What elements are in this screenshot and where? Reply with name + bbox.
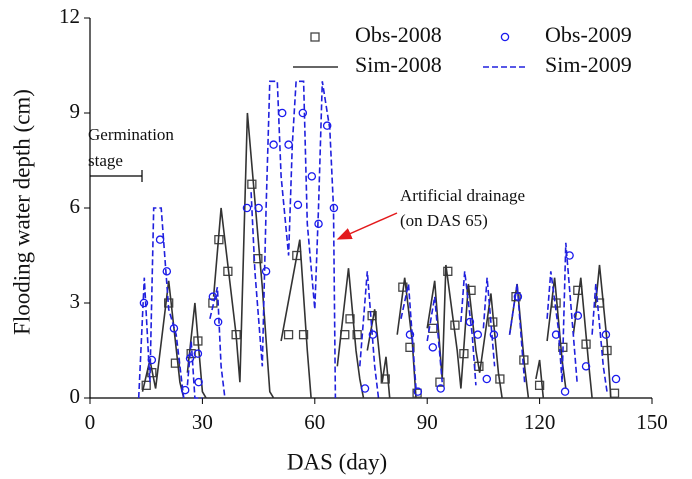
x-tick-label: 30 [192,410,213,434]
marker [489,330,499,339]
legend-label: Obs-2008 [355,22,442,47]
marker [611,374,621,384]
marker [435,377,445,387]
marker [565,251,574,260]
marker [405,342,415,352]
marker [269,140,278,149]
marker [405,330,415,339]
legend-label: Obs-2009 [545,22,632,47]
marker [298,330,309,340]
annotation: Artificial drainage [400,186,525,205]
marker [352,330,362,340]
x-tick-label: 120 [524,410,556,434]
marker [560,387,570,396]
x-tick-label: 0 [85,410,96,434]
annotation: stage [88,151,123,170]
marker [254,203,263,213]
marker [180,385,190,395]
marker [314,219,323,229]
marker [573,285,583,295]
marker [609,388,620,398]
marker [345,314,355,324]
x-tick-label: 60 [304,410,325,434]
marker [155,235,165,244]
y-axis-title: Flooding water depth (cm) [9,89,34,335]
y-tick-label: 3 [70,289,81,313]
marker [193,349,203,358]
annotation: (on DAS 65) [400,211,488,230]
line [137,80,608,399]
marker [139,298,149,308]
line [141,112,612,399]
y-tick-label: 12 [59,4,80,28]
annotation: Germination [88,125,174,144]
marker [284,140,293,149]
y-tick-label: 6 [70,194,81,218]
legend-label: Sim-2008 [355,52,442,77]
marker [551,330,561,339]
marker [283,330,294,340]
marker [141,380,151,390]
marker [277,108,287,118]
marker [466,285,476,295]
marker [307,172,317,181]
marker [261,267,271,276]
marker [298,108,308,118]
marker [482,374,492,384]
marker [436,384,445,393]
marker [500,32,510,42]
marker [186,349,196,359]
marker [247,179,257,189]
marker [208,292,218,301]
marker [322,121,332,130]
y-tick-label: 0 [70,384,81,408]
marker [310,32,320,42]
marker [581,362,591,371]
marker [534,380,545,390]
marker [473,330,483,339]
marker [413,387,423,396]
marker [329,203,339,213]
marker [194,377,203,387]
x-tick-label: 150 [636,410,668,434]
marker [360,384,370,393]
annotation-arrow [336,212,398,240]
legend-label: Sim-2009 [545,52,632,77]
marker [293,200,303,210]
marker [573,311,583,320]
marker [465,317,475,327]
x-tick-label: 90 [417,410,438,434]
x-axis-title: DAS (day) [287,449,387,474]
marker [242,203,252,213]
marker [428,343,438,352]
marker [601,330,611,339]
y-tick-label: 9 [70,99,81,123]
